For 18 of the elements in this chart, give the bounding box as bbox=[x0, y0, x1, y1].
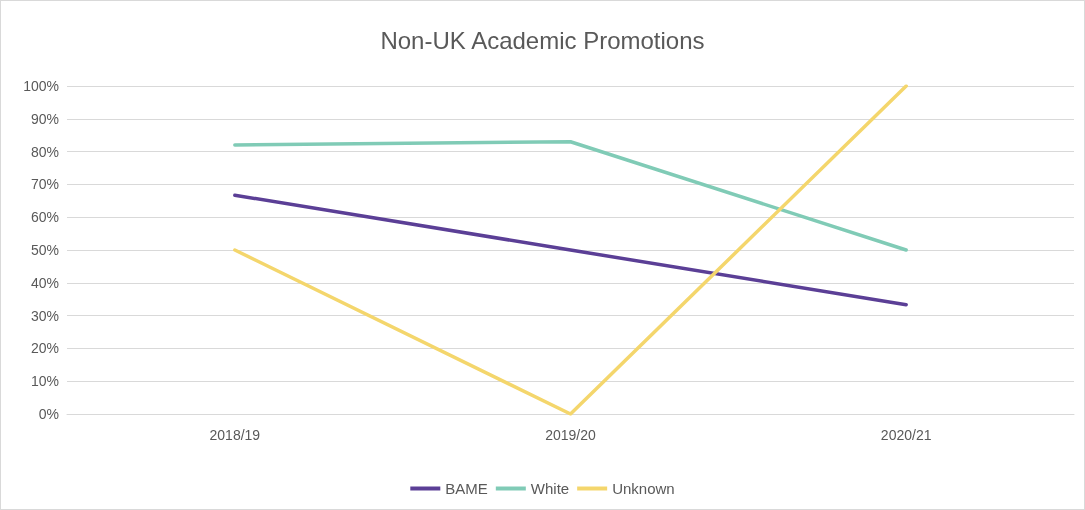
chart-title: Non-UK Academic Promotions bbox=[380, 26, 705, 54]
y-tick-label: 80% bbox=[30, 143, 59, 160]
y-tick-label: 90% bbox=[30, 110, 59, 127]
x-tick-label: 2018/19 bbox=[209, 427, 261, 443]
y-tick-label: 100% bbox=[23, 78, 59, 94]
y-tick-label: 40% bbox=[30, 274, 59, 291]
x-tick-label: 2019/20 bbox=[545, 427, 597, 443]
legend-label: Unknown bbox=[612, 480, 675, 497]
legend-label: BAME bbox=[445, 480, 488, 497]
x-tick-label: 2020/21 bbox=[880, 427, 932, 443]
y-tick-label: 60% bbox=[30, 209, 59, 226]
legend-label: White bbox=[530, 480, 570, 497]
y-tick-label: 0% bbox=[38, 406, 59, 422]
y-tick-label: 10% bbox=[30, 373, 59, 390]
y-tick-label: 30% bbox=[30, 307, 59, 324]
y-tick-label: 50% bbox=[30, 242, 59, 258]
y-tick-label: 20% bbox=[30, 340, 59, 357]
y-tick-label: 70% bbox=[30, 176, 59, 193]
